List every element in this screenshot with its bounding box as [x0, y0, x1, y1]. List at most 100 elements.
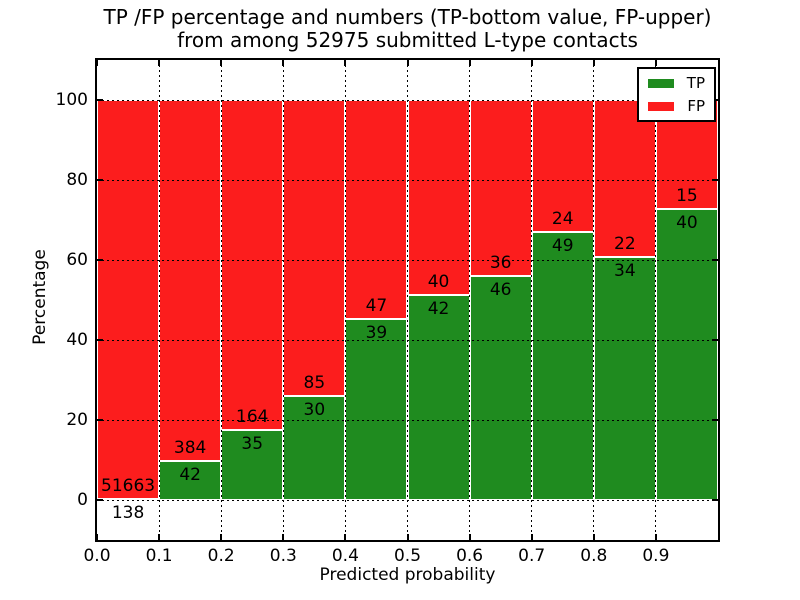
y-tick-mark-left	[97, 179, 103, 181]
tp-count-label: 42	[179, 464, 201, 485]
y-tick-mark-right	[712, 419, 718, 421]
y-tick-label: 60	[66, 250, 88, 270]
tp-count-label: 30	[303, 399, 326, 420]
x-tick-mark-bottom	[158, 534, 161, 540]
x-tick-mark-top	[344, 60, 347, 66]
x-tick-mark-top	[654, 60, 657, 66]
x-tick-mark-bottom	[592, 534, 595, 540]
x-tick-mark-top	[406, 60, 409, 66]
tp-count-label: 49	[551, 235, 574, 256]
fp-count-label: 36	[489, 252, 512, 273]
plot-area: 51663 138 384 42 164 35 85 30 47 39 40 42 36 46 24 49 22…	[56, 58, 720, 566]
x-tick-mark-bottom	[96, 534, 98, 540]
bar-segment-fp	[593, 100, 656, 258]
x-tick-mark-bottom	[220, 534, 223, 540]
x-tick-mark-bottom	[654, 534, 657, 540]
bar-segment-fp	[221, 100, 284, 430]
gridline-vertical	[531, 60, 533, 540]
fp-count-label: 85	[303, 372, 326, 393]
fp-count-label: 22	[614, 234, 636, 255]
tp-count-label: 35	[241, 433, 264, 454]
gridline-vertical	[655, 60, 657, 540]
bar-segment-tp	[283, 395, 346, 500]
gridline-vertical	[469, 60, 471, 540]
x-tick-label: 0.6	[456, 546, 484, 566]
bar-segment-fp	[283, 100, 346, 396]
chart-title: TP /FP percentage and numbers (TP-bottom…	[97, 6, 718, 52]
bar-segment-tp	[655, 209, 718, 500]
x-tick-label: 0.9	[642, 546, 670, 566]
gridline-vertical	[407, 60, 408, 540]
fp-count-label: 51663	[101, 475, 156, 496]
legend: TP FP	[636, 67, 716, 122]
fp-count-label: 24	[551, 208, 574, 229]
x-tick-label: 0.2	[207, 546, 235, 566]
x-tick-mark-bottom	[282, 534, 285, 540]
x-tick-label: 0.0	[83, 546, 111, 566]
x-tick-label: 0.3	[269, 546, 297, 566]
gridline-vertical	[158, 60, 160, 540]
legend-label-tp: TP	[686, 74, 705, 92]
gridline-vertical	[344, 60, 346, 540]
tp-count-label: 40	[676, 213, 698, 234]
y-tick-label: 40	[66, 330, 88, 350]
y-tick-mark-left	[97, 419, 103, 421]
x-tick-mark-top	[468, 60, 471, 66]
gridline-vertical	[593, 60, 595, 540]
legend-entry-fp: FP	[647, 97, 705, 115]
x-tick-mark-bottom	[468, 534, 471, 540]
tp-count-label: 34	[614, 261, 636, 282]
tp-count-label: 138	[111, 502, 145, 523]
gridline-vertical	[220, 60, 222, 540]
y-tick-mark-right	[712, 259, 718, 261]
x-tick-label: 0.5	[393, 546, 422, 566]
x-tick-label: 0.1	[145, 546, 173, 566]
tp-count-label: 39	[365, 322, 388, 343]
x-tick-mark-top	[220, 60, 223, 66]
bar-segment-tp	[407, 295, 470, 500]
bar-segment-tp	[221, 429, 284, 500]
fp-count-label: 384	[173, 437, 207, 458]
tp-count-label: 46	[489, 279, 512, 300]
chart-title-line2: from among 52975 submitted L-type contac…	[177, 28, 638, 52]
bar-segment-fp	[159, 100, 222, 461]
tp-color-swatch-icon	[647, 78, 674, 88]
y-tick-label: 0	[77, 490, 88, 510]
bar-segment-fp	[407, 100, 470, 296]
y-tick-mark-left	[97, 499, 103, 501]
x-tick-mark-top	[96, 60, 98, 66]
tp-count-label: 42	[427, 299, 450, 320]
y-tick-mark-right	[712, 499, 718, 501]
x-tick-mark-top	[282, 60, 285, 66]
bar-segment-fp	[469, 100, 532, 276]
bar-segment-tp	[593, 257, 656, 500]
x-axis-label: Predicted probability	[319, 565, 496, 585]
x-tick-mark-bottom	[344, 534, 347, 540]
bar-segment-fp	[345, 100, 408, 319]
x-tick-mark-top	[530, 60, 533, 66]
y-tick-label: 20	[66, 410, 88, 430]
x-tick-label: 0.8	[580, 546, 608, 566]
bar-segment-tp	[531, 231, 594, 500]
gridline-vertical	[282, 60, 284, 540]
x-tick-label: 0.7	[518, 546, 546, 566]
fp-count-label: 15	[676, 186, 698, 207]
y-tick-mark-left	[97, 339, 103, 341]
x-tick-mark-top	[158, 60, 161, 66]
fp-color-swatch-icon	[647, 101, 674, 111]
bar-segment-fp	[531, 100, 594, 232]
legend-label-fp: FP	[687, 97, 705, 115]
y-axis-label: Percentage	[30, 249, 50, 345]
x-tick-mark-top	[592, 60, 595, 66]
bar-segment-tp	[159, 460, 222, 500]
y-tick-label: 80	[66, 170, 88, 190]
x-tick-label: 0.4	[331, 546, 359, 566]
y-tick-mark-left	[97, 259, 103, 261]
fp-count-label: 164	[236, 406, 269, 427]
y-tick-mark-right	[712, 339, 718, 341]
legend-entry-tp: TP	[647, 74, 705, 92]
chart-title-line1: TP /FP percentage and numbers (TP-bottom…	[103, 5, 712, 29]
fp-count-label: 40	[427, 272, 450, 293]
x-tick-mark-bottom	[406, 534, 409, 540]
